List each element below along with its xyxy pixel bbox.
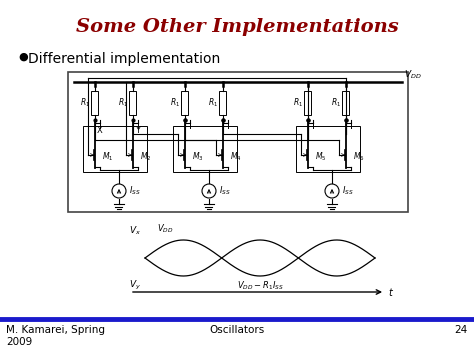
Bar <box>182 91 189 115</box>
Text: Y: Y <box>135 126 140 135</box>
Text: $R_1$: $R_1$ <box>170 97 180 109</box>
Text: $V_{DD}$: $V_{DD}$ <box>156 223 173 235</box>
Text: $V_{DD}-R_1I_{SS}$: $V_{DD}-R_1I_{SS}$ <box>237 280 283 293</box>
Text: M. Kamarei, Spring
2009: M. Kamarei, Spring 2009 <box>6 325 105 346</box>
Text: ●: ● <box>18 52 28 62</box>
Bar <box>83 126 147 172</box>
Text: $R_1$: $R_1$ <box>118 97 128 109</box>
Text: 24: 24 <box>455 325 468 335</box>
Text: $M_2$: $M_2$ <box>140 151 152 163</box>
Bar <box>129 91 137 115</box>
Text: $R_1$: $R_1$ <box>331 97 341 109</box>
Bar <box>68 72 408 212</box>
Text: $t$: $t$ <box>388 286 394 298</box>
Text: $R_1$: $R_1$ <box>293 97 303 109</box>
Text: Oscillators: Oscillators <box>210 325 264 335</box>
Text: X: X <box>97 126 103 135</box>
Text: $I_{SS}$: $I_{SS}$ <box>129 185 141 197</box>
Text: Differential implementation: Differential implementation <box>28 52 220 66</box>
Text: $I_{SS}$: $I_{SS}$ <box>219 185 231 197</box>
Text: $R_1$: $R_1$ <box>208 97 218 109</box>
Text: Some Other Implementations: Some Other Implementations <box>76 18 398 36</box>
Bar <box>219 91 227 115</box>
Bar <box>343 91 349 115</box>
Bar <box>173 126 237 172</box>
Bar <box>91 91 99 115</box>
Text: $M_6$: $M_6$ <box>353 151 365 163</box>
Text: $M_4$: $M_4$ <box>230 151 242 163</box>
Text: $M_5$: $M_5$ <box>315 151 327 163</box>
Text: $V_x$: $V_x$ <box>129 224 141 237</box>
Text: $R_1$: $R_1$ <box>80 97 90 109</box>
Text: $I_{SS}$: $I_{SS}$ <box>342 185 354 197</box>
Bar <box>304 91 311 115</box>
Bar <box>296 126 360 172</box>
Text: $M_1$: $M_1$ <box>102 151 113 163</box>
Text: $M_3$: $M_3$ <box>192 151 204 163</box>
Text: $V_{DD}$: $V_{DD}$ <box>404 69 421 81</box>
Text: $V_y$: $V_y$ <box>129 279 141 292</box>
